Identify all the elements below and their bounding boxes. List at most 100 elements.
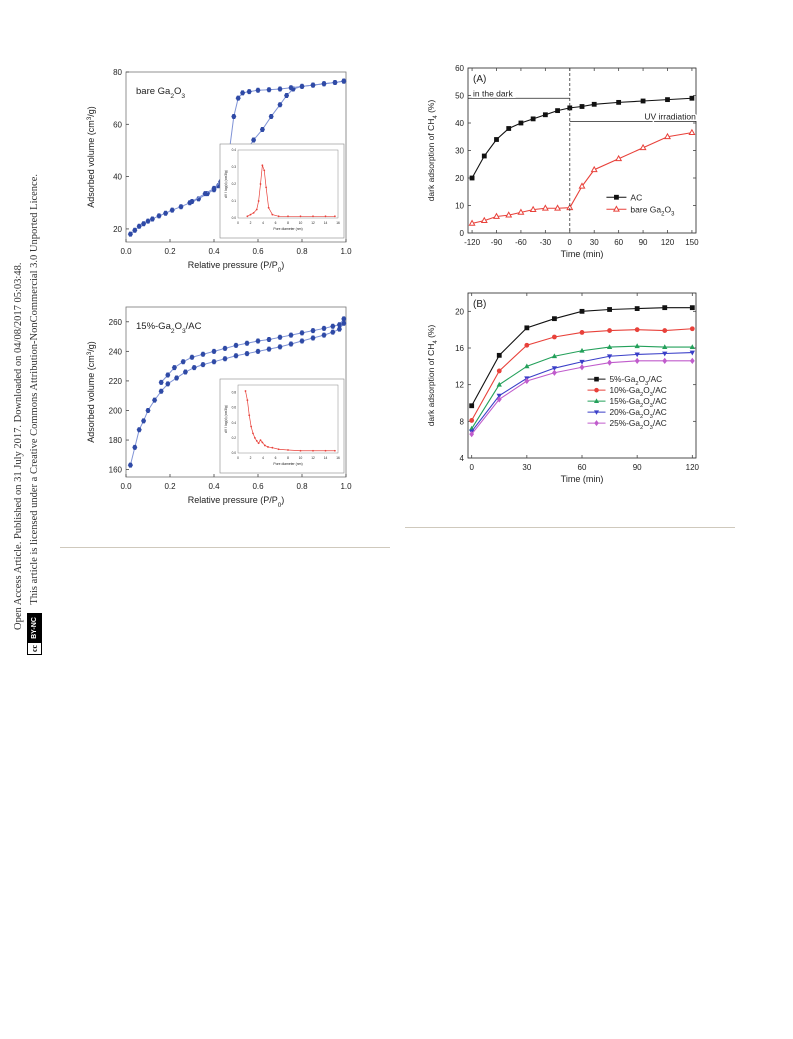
series-point — [662, 328, 668, 333]
isotherm-point — [145, 407, 151, 413]
inset-y-tick-label: 0.4 — [232, 148, 237, 152]
x-tick-label: 1.0 — [340, 247, 352, 256]
x-tick-label: 0.0 — [120, 482, 132, 491]
x-tick-label: 30 — [590, 238, 599, 247]
series-point — [634, 306, 640, 311]
legend-label-bare: bare Ga2O3 — [630, 204, 675, 217]
isotherm-point — [158, 379, 164, 385]
isotherm-point — [156, 213, 162, 219]
inset-point — [277, 448, 280, 451]
isotherm-point — [165, 381, 171, 387]
isotherm-point — [330, 323, 336, 329]
legend-label: 15%-Ga2O3/AC — [610, 396, 667, 409]
series-point — [607, 328, 612, 333]
legend-label: 5%-Ga2O3/AC — [610, 374, 663, 387]
chart-b-dark-adsorption-loading: 0 30 60 90 120 4 8 12 16 20 (B) Time (min) dark adso… — [426, 292, 700, 484]
isotherm-point — [149, 216, 155, 222]
isotherm-series-desorption — [158, 316, 347, 385]
licence-notice-text: This article is licensed under a Creativ… — [28, 173, 40, 605]
plot-frame — [125, 306, 347, 478]
inset-y-tick-label: 0.2 — [232, 436, 237, 440]
isotherm-point — [127, 462, 133, 468]
isotherm-point — [321, 332, 327, 338]
isotherm-point — [200, 351, 206, 357]
y-axis-label: Adsorbed volume (cm3/g) — [86, 341, 97, 443]
isotherm-point — [165, 372, 171, 378]
chart-15pct-ga2o3-ac-isotherm: 0.0 0.2 0.4 0.6 0.8 1.0160180200220240260Rela… — [86, 306, 352, 509]
series-4 — [469, 357, 695, 438]
series-point — [689, 326, 695, 332]
series-point — [665, 97, 670, 103]
series-point — [616, 99, 622, 105]
series-point — [662, 351, 668, 357]
inset-x-tick-label: 12 — [311, 456, 315, 460]
inset-x-tick-label: 14 — [324, 221, 328, 225]
isotherm-point — [174, 375, 180, 381]
isotherm-point — [266, 87, 272, 93]
y-tick-label: 60 — [455, 64, 464, 73]
isotherm-point — [288, 85, 294, 91]
inset-y-tick-label: 0.2 — [232, 182, 237, 186]
cc-license-badge[interactable]: cc BY-NC — [27, 613, 42, 655]
isotherm-point — [244, 351, 250, 357]
series-point — [496, 352, 502, 358]
series-point — [634, 327, 640, 333]
isotherm-point — [132, 444, 138, 450]
series-point — [551, 366, 558, 372]
isotherm-point — [178, 204, 184, 210]
isotherm-point — [341, 320, 347, 326]
legend-marker — [594, 420, 599, 427]
isotherm-point — [266, 337, 272, 343]
inset-point — [277, 215, 280, 218]
y-tick-label: 20 — [455, 174, 464, 183]
legend-label: 20%-Ga2O3/AC — [610, 407, 667, 420]
y-tick-label: 20 — [113, 225, 122, 234]
legend: 5%-Ga2O3/AC10%-Ga2O3/AC15%-Ga2O3/AC20%-G… — [587, 374, 667, 431]
isotherm-point — [321, 81, 327, 87]
series-point — [662, 344, 668, 350]
inset-frame-outer — [219, 378, 345, 474]
series-point — [634, 343, 640, 349]
isotherm-point — [233, 342, 239, 348]
series-point — [529, 205, 537, 213]
isotherm-point — [310, 328, 316, 334]
inset-point — [255, 440, 258, 442]
legend-marker — [594, 387, 599, 393]
series-point — [662, 357, 668, 364]
inset-y-tick-label: 0.0 — [232, 216, 237, 220]
x-tick-label: 0 — [469, 463, 474, 472]
inset-y-tick-label: 0.3 — [232, 165, 237, 169]
series-point — [640, 98, 646, 104]
series-point — [607, 359, 612, 366]
y-tick-label: 16 — [455, 344, 464, 353]
series-point — [493, 212, 500, 219]
isotherm-point — [277, 344, 283, 350]
x-tick-label: 0 — [568, 238, 573, 247]
inset-x-tick-label: 10 — [299, 221, 303, 225]
inset-x-axis-label: Pore diameter (nm) — [273, 227, 302, 231]
inset-point — [252, 212, 255, 214]
inset-point — [312, 449, 314, 452]
panel-label: (B) — [473, 299, 486, 310]
legend-label-ac: AC — [630, 192, 642, 202]
inset-x-tick-label: 6 — [275, 456, 277, 460]
y-tick-label: 40 — [113, 173, 122, 182]
isotherm-point — [158, 388, 164, 394]
isotherm-point — [222, 356, 228, 362]
series-point — [555, 108, 560, 114]
isotherm-point — [251, 137, 257, 143]
series-point — [591, 101, 597, 107]
x-tick-label: 0.8 — [296, 247, 308, 256]
inset-x-tick-label: 0 — [237, 456, 239, 460]
isotherm-point — [255, 338, 261, 344]
legend-marker — [593, 398, 600, 404]
isotherm-point — [299, 338, 305, 344]
isotherm-point — [145, 218, 151, 224]
sample-label: 15%-Ga2O3/AC — [136, 321, 202, 335]
isotherm-point — [171, 365, 177, 371]
x-tick-label: -120 — [464, 238, 481, 247]
y-tick-label: 260 — [109, 318, 123, 327]
isotherm-point — [215, 183, 221, 189]
cc-logo-icon: cc — [28, 641, 41, 654]
isotherm-point — [277, 334, 283, 340]
